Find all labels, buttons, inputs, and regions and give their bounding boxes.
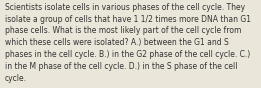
- Text: isolate a group of cells that have 1 1/2 times more DNA than G1: isolate a group of cells that have 1 1/2…: [5, 15, 251, 23]
- Text: phases in the cell cycle. B.) in the G2 phase of the cell cycle. C.): phases in the cell cycle. B.) in the G2 …: [5, 50, 250, 59]
- Text: Scientists isolate cells in various phases of the cell cycle. They: Scientists isolate cells in various phas…: [5, 3, 245, 12]
- Text: which these cells were isolated? A.) between the G1 and S: which these cells were isolated? A.) bet…: [5, 38, 228, 47]
- Text: phase cells. What is the most likely part of the cell cycle from: phase cells. What is the most likely par…: [5, 26, 241, 35]
- Text: in the M phase of the cell cycle. D.) in the S phase of the cell: in the M phase of the cell cycle. D.) in…: [5, 62, 237, 71]
- Text: cycle.: cycle.: [5, 74, 27, 83]
